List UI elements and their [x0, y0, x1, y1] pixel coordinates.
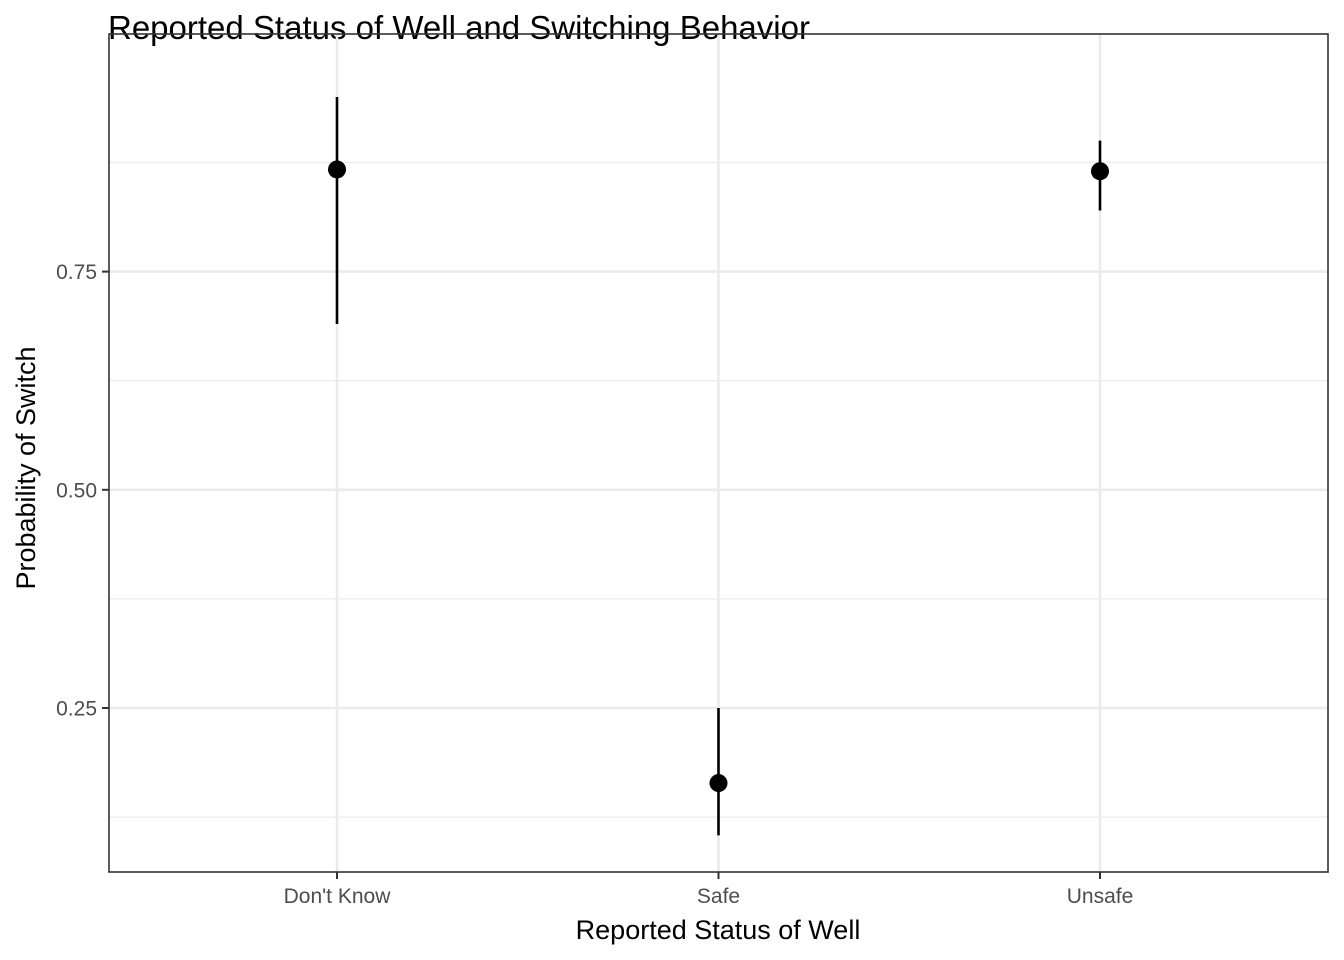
- y-tick-label: 0.50: [56, 479, 97, 502]
- marks-layer: [328, 97, 1109, 836]
- data-point: [709, 774, 728, 793]
- y-axis-label: Probability of Switch: [11, 346, 41, 589]
- chart-title: Reported Status of Well and Switching Be…: [108, 9, 810, 46]
- data-point: [328, 160, 346, 179]
- data-point: [1091, 162, 1109, 181]
- x-tick-label: Safe: [697, 885, 740, 908]
- y-tick-label: 0.75: [56, 261, 97, 284]
- x-axis-label: Reported Status of Well: [576, 915, 861, 945]
- x-tick-label: Unsafe: [1067, 885, 1134, 908]
- x-tick-label: Don't Know: [284, 885, 392, 908]
- axis-layer: 0.25 0.50 0.75 Don't Know Safe Unsafe: [56, 261, 1133, 908]
- y-tick-label: 0.25: [56, 698, 97, 721]
